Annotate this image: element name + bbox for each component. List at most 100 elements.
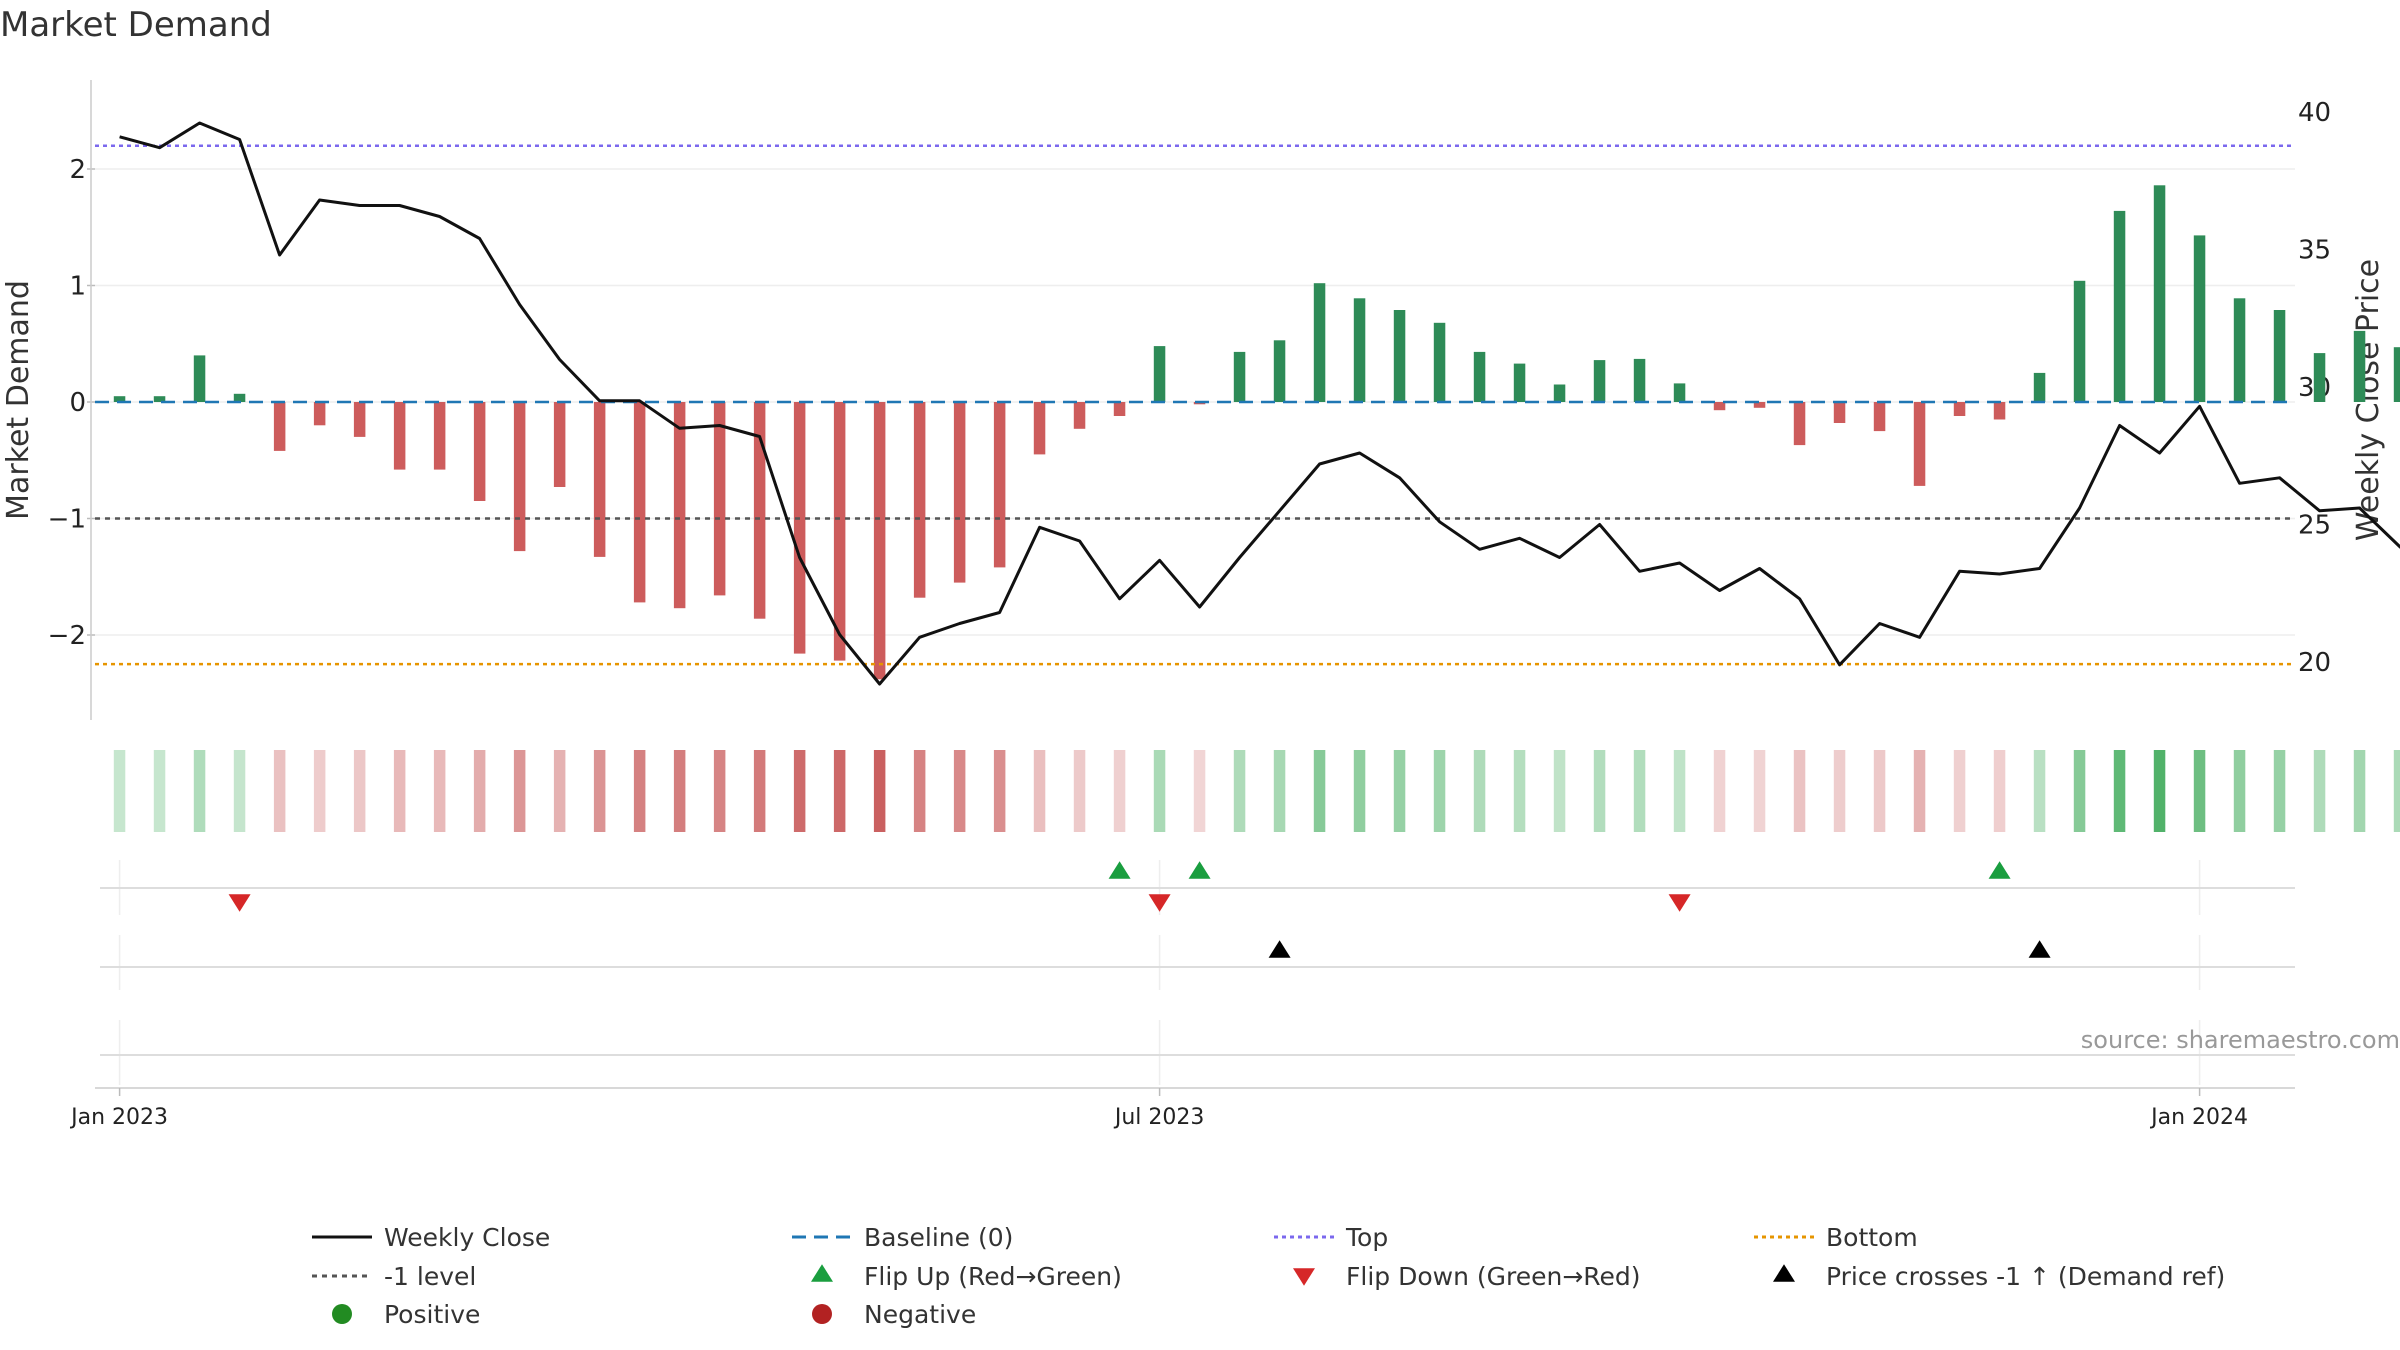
heat-cell	[273, 750, 286, 832]
heat-cell	[473, 750, 486, 832]
demand-bar	[273, 402, 286, 451]
legend-flip-up-label: Flip Up (Red→Green)	[864, 1262, 1122, 1291]
weekly-close-line	[119, 121, 2400, 686]
demand-bar	[993, 402, 1006, 568]
heat-cell	[233, 750, 246, 832]
heat-cell	[1753, 750, 1766, 832]
source-note: source: sharemaestro.com	[2081, 1026, 2400, 1054]
heat-cell	[1553, 750, 1566, 832]
y-left-tick-label: 2	[69, 155, 86, 185]
heat-cell	[2193, 750, 2206, 832]
demand-bar	[113, 396, 126, 402]
heat-cell	[1993, 750, 2006, 832]
heat-cell	[593, 750, 606, 832]
legend-baseline-label: Baseline (0)	[864, 1223, 1013, 1252]
demand-bar	[1273, 340, 1286, 402]
price-cross-panel	[100, 935, 2295, 990]
flip-down-marker	[1668, 894, 1691, 912]
heat-cell	[1193, 750, 1206, 832]
legend-negative-swatch	[812, 1304, 832, 1324]
legend-positive-label: Positive	[384, 1300, 480, 1329]
demand-bar	[673, 402, 686, 609]
heat-cell	[353, 750, 366, 832]
demand-bar	[2193, 235, 2206, 402]
demand-bar	[753, 402, 766, 619]
heat-cell	[1673, 750, 1686, 832]
flip-signal-panel	[100, 860, 2295, 915]
demand-bar	[1713, 402, 1726, 411]
demand-bar	[1553, 384, 1566, 402]
heat-cell	[873, 750, 886, 832]
legend-flip-up-swatch	[811, 1264, 833, 1282]
legend-flip-down-swatch	[1293, 1268, 1315, 1286]
x-tick-label: Jan 2024	[2149, 1105, 2248, 1130]
heat-cell	[833, 750, 846, 832]
demand-bar	[1593, 360, 1606, 402]
demand-bar	[2233, 298, 2246, 402]
demand-bar	[153, 396, 166, 402]
flip-up-marker	[1108, 861, 1131, 879]
demand-bar	[1753, 402, 1766, 408]
demand-bar	[1073, 402, 1086, 429]
demand-bar	[393, 402, 406, 470]
demand-bar	[553, 402, 566, 487]
legend-top-label: Top	[1345, 1223, 1388, 1252]
demand-bar	[1873, 402, 1886, 432]
legend-price-cross-label: Price crosses -1 ↑ (Demand ref)	[1826, 1262, 2225, 1291]
empty-panel	[100, 1020, 2295, 1085]
heat-cell	[713, 750, 726, 832]
heat-cell	[2393, 750, 2400, 832]
heat-cell	[1633, 750, 1646, 832]
demand-bar	[1673, 383, 1686, 402]
demand-bar	[1473, 351, 1486, 402]
heat-cell	[1833, 750, 1846, 832]
heat-cell	[433, 750, 446, 832]
demand-bar	[1513, 363, 1526, 402]
demand-bar	[2393, 347, 2400, 402]
heat-cell	[1313, 750, 1326, 832]
heat-cell	[2353, 750, 2366, 832]
heat-cell	[673, 750, 686, 832]
heat-cell	[2273, 750, 2286, 832]
heat-cell	[953, 750, 966, 832]
demand-bar	[593, 402, 606, 557]
demand-bar	[2113, 210, 2126, 402]
legend-price-cross-swatch	[1773, 1264, 1795, 1282]
y-left-tick-label: −1	[48, 505, 86, 535]
demand-bar	[353, 402, 366, 437]
heat-cell	[313, 750, 326, 832]
demand-bar	[233, 393, 246, 402]
heat-cell	[1233, 750, 1246, 832]
heat-cell	[1953, 750, 1966, 832]
heat-cell	[1073, 750, 1086, 832]
y-left-tick-label: 1	[69, 272, 86, 302]
demand-bar	[1433, 322, 1446, 402]
heat-cell	[513, 750, 526, 832]
heat-cell	[753, 750, 766, 832]
heat-cell	[393, 750, 406, 832]
heat-cell	[2033, 750, 2046, 832]
demand-bar	[913, 402, 926, 598]
y-right-tick-label: 35	[2298, 236, 2331, 266]
x-tick-label: Jan 2023	[69, 1105, 168, 1130]
demand-bar	[1353, 298, 1366, 402]
demand-bar	[1833, 402, 1846, 423]
demand-bar	[1793, 402, 1806, 446]
demand-bar	[633, 402, 646, 603]
heat-cell	[793, 750, 806, 832]
heat-cell	[2233, 750, 2246, 832]
heat-cell	[1473, 750, 1486, 832]
heat-cell	[153, 750, 166, 832]
demand-bar	[1393, 310, 1406, 402]
heat-cell	[2153, 750, 2166, 832]
demand-bar	[1113, 402, 1126, 416]
demand-bar	[1913, 402, 1926, 486]
demand-bar	[713, 402, 726, 596]
legend-negative-label: Negative	[864, 1300, 976, 1329]
chart-title: Market Demand	[0, 5, 272, 45]
heat-cell	[1913, 750, 1926, 832]
heat-cell	[1353, 750, 1366, 832]
